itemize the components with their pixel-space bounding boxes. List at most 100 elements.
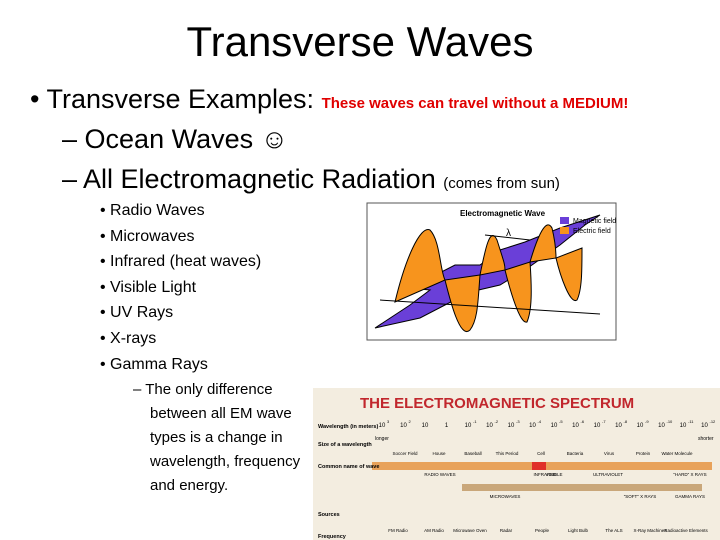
wavelength-exp: -7 — [602, 419, 606, 424]
wavelength-base: 10 — [551, 423, 558, 429]
wavelength-exp: -5 — [559, 419, 563, 424]
wavelength-exp: -4 — [538, 419, 542, 424]
wave-title: Electromagnetic Wave — [460, 209, 546, 218]
legend-swatch — [560, 227, 569, 234]
wavelength-base: 10 — [594, 423, 601, 429]
wavelength-exp: -1 — [473, 419, 477, 424]
source-label: FM Radio — [388, 528, 408, 533]
size-label: Water Molecule — [661, 451, 693, 456]
source-label: AM Radio — [424, 528, 444, 533]
source-label: The ALS — [605, 528, 622, 533]
wavelength-exp: -3 — [516, 419, 520, 424]
wave-name: ULTRAVIOLET — [593, 472, 623, 477]
legend-swatch — [560, 217, 569, 224]
detail-line: wavelength, frequency — [150, 453, 300, 470]
legend-label: Electric field — [573, 228, 611, 235]
visible-band — [532, 462, 546, 470]
text: wavelength, frequency — [150, 453, 301, 470]
text: UV Rays — [110, 304, 174, 322]
wavelength-base: 10 — [529, 423, 536, 429]
type-item: • Visible Light — [100, 278, 197, 296]
source-label: X-Ray Machines — [633, 528, 667, 533]
size-label: Bacteria — [567, 451, 584, 456]
bullet: • Transverse Examples: These waves can t… — [30, 84, 629, 114]
size-label: Protein — [636, 451, 651, 456]
type-item: • UV Rays — [100, 304, 174, 322]
wavelength-exp: -9 — [645, 419, 649, 424]
text: Gamma Rays — [110, 355, 208, 373]
wavelength-base: 10 — [422, 423, 429, 429]
wavelength-exp: -2 — [495, 419, 499, 424]
sub-bullet: – Ocean Waves ☺ — [62, 124, 289, 154]
wavelength-base: 10 — [508, 423, 515, 429]
detail-line: between all EM wave — [150, 405, 292, 422]
wavelength-base: 10 — [379, 423, 386, 429]
detail-line: – The only difference — [133, 381, 273, 398]
lambda: λ — [506, 228, 511, 239]
text: Infrared (heat waves) — [110, 253, 262, 271]
type-item: • X-rays — [100, 330, 157, 347]
text: between all EM wave — [150, 405, 292, 422]
text: The only difference — [145, 381, 273, 398]
row-label: Size of a wavelength — [318, 442, 372, 448]
note: These waves can travel without a MEDIUM! — [321, 95, 629, 112]
spectrum-title: THE ELECTROMAGNETIC SPECTRUM — [360, 395, 634, 412]
wavelength-base: 10 — [486, 423, 493, 429]
row-label: Sources — [318, 512, 340, 518]
source-label: Radioactive Elements — [664, 528, 708, 533]
size-label: Baseball — [464, 451, 481, 456]
type-item: • Gamma Rays — [100, 355, 208, 373]
wavelength-base: 1 — [445, 423, 449, 429]
wavelength-base: 10 — [465, 423, 472, 429]
wavelength-exp: -8 — [624, 419, 628, 424]
size-label: shorter — [698, 436, 714, 442]
spectrum-band — [462, 484, 702, 491]
lambda-arrow — [484, 234, 531, 241]
text: Visible Light — [110, 278, 197, 296]
wavelength-exp: -10 — [667, 419, 674, 424]
note: (comes from sun) — [443, 175, 560, 192]
wave-name: "SOFT" X RAYS — [624, 494, 657, 499]
wavelength-exp: -6 — [581, 419, 585, 424]
axis — [379, 299, 601, 315]
size-label: House — [432, 451, 446, 456]
text: Microwaves — [110, 227, 195, 245]
wave-name: GAMMA RAYS — [675, 494, 705, 499]
wave-name: RADIO WAVES — [424, 472, 455, 477]
size-label: longer — [375, 436, 389, 442]
wavelength-exp: -12 — [710, 419, 717, 424]
bullet-text: Ocean Waves ☺ — [84, 124, 289, 154]
wavelength-base: 10 — [658, 423, 665, 429]
size-label: This Period — [496, 451, 519, 456]
wave-figure — [374, 214, 601, 333]
text: X-rays — [110, 330, 157, 347]
wave-name: INFRARED — [533, 472, 557, 477]
wavelength-base: 10 — [701, 423, 708, 429]
wave-name: VISIBLE — [545, 472, 562, 477]
type-item: • Infrared (heat waves) — [100, 253, 262, 271]
text: types is a change in — [150, 429, 283, 446]
wavelength-base: 10 — [637, 423, 644, 429]
wavelength-base: 10 — [680, 423, 687, 429]
text: Radio Waves — [110, 202, 205, 219]
detail-line: and energy. — [150, 477, 228, 494]
wavelength-base: 10 — [615, 423, 622, 429]
text: and energy. — [150, 477, 229, 494]
type-item: • Radio Waves — [100, 202, 205, 219]
source-label: Microwave Oven — [453, 528, 487, 533]
wavelength-base: 10 — [572, 423, 579, 429]
legend-label: Magnetic field — [573, 218, 616, 225]
bullet-text: Transverse Examples: — [46, 84, 315, 114]
wavelength-base: 10 — [400, 423, 407, 429]
source-label: People — [535, 528, 550, 533]
type-item: • Microwaves — [100, 227, 195, 245]
wavelength-exp: -11 — [688, 419, 694, 424]
wavelength-exp: 3 — [387, 419, 390, 424]
slide-title: Transverse Waves — [186, 18, 534, 65]
row-label: Frequency — [318, 534, 347, 540]
source-label: Light Bulb — [568, 528, 589, 533]
size-label: Virus — [604, 451, 615, 456]
row-label: Wavelength (in meters) — [318, 424, 378, 430]
